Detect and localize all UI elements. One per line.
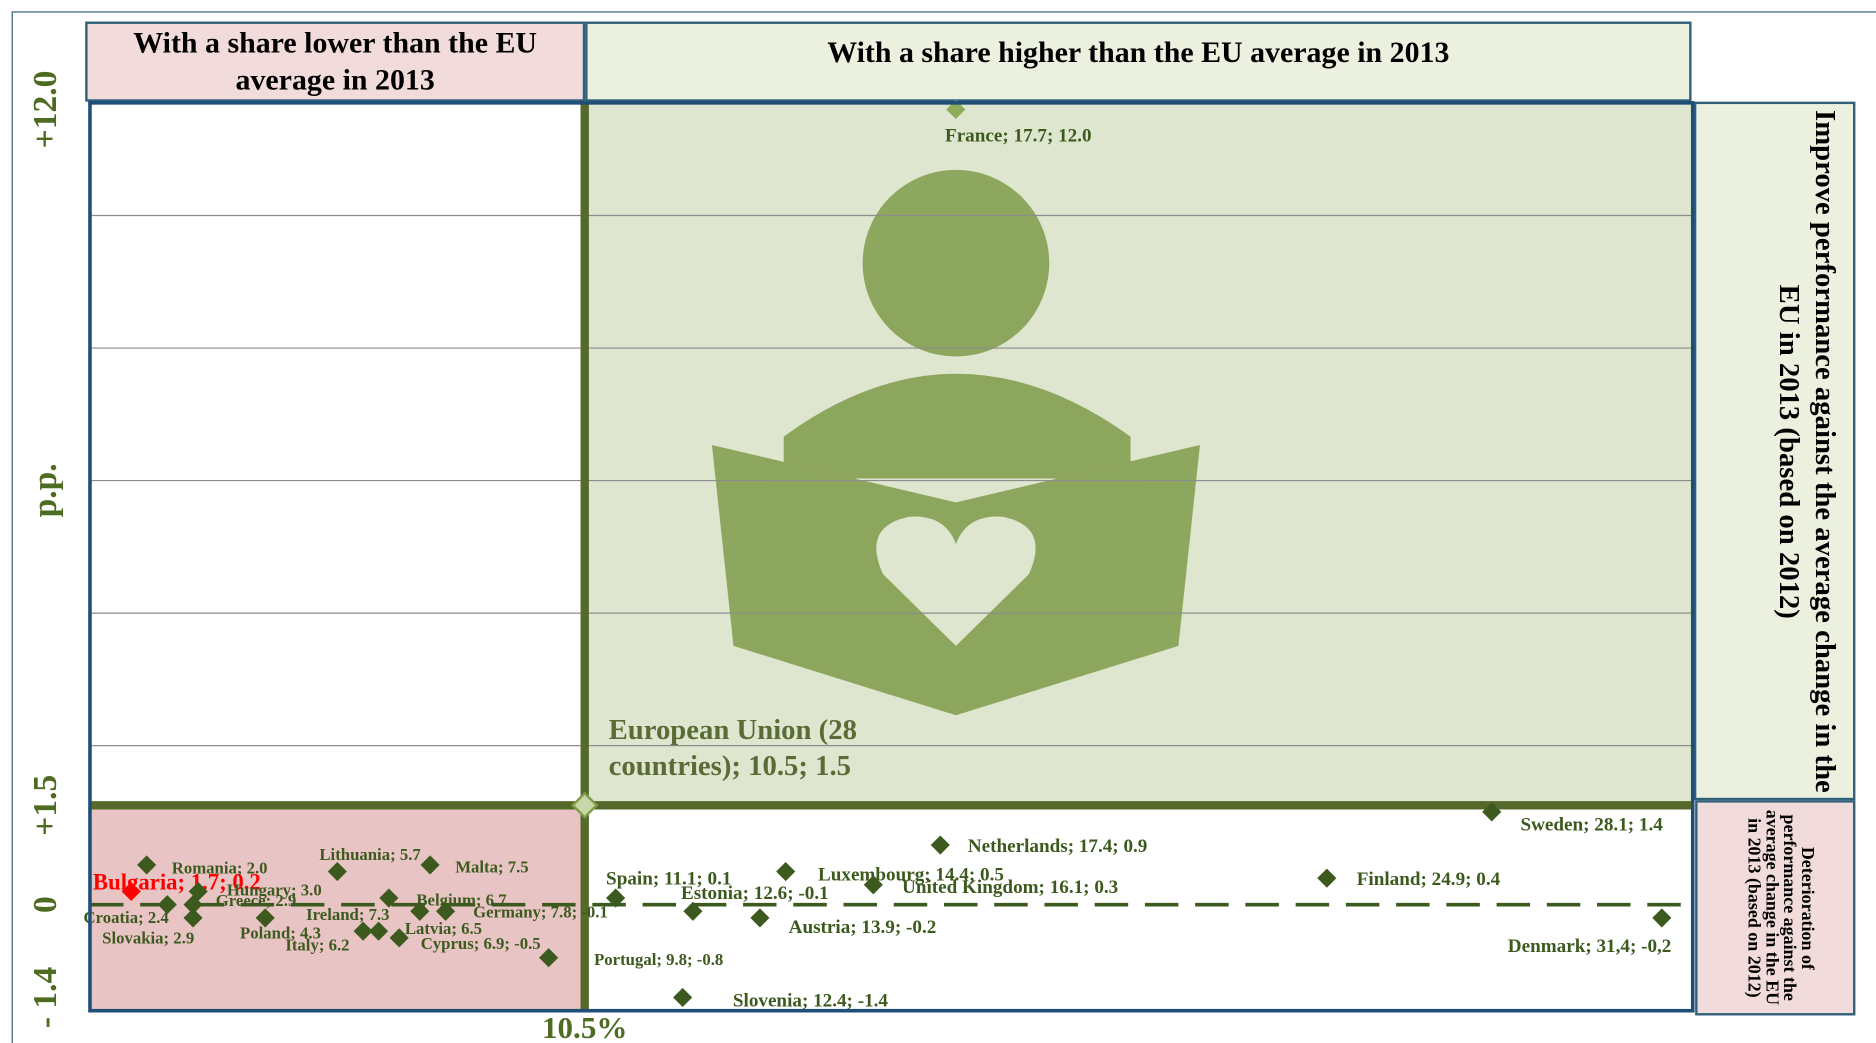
point-label: Latvia; 6.5: [405, 919, 482, 938]
quadrant-improve-higher: [586, 102, 1693, 805]
point-label: Ireland; 7.3: [306, 905, 389, 924]
point: [571, 791, 599, 819]
header: Improve performance against the average …: [1772, 110, 1840, 793]
y-tick-label: +12.0: [27, 71, 64, 149]
point-label: Finland; 24.9; 0.4: [1357, 869, 1501, 890]
x-tick-label: 10.5%: [542, 1010, 627, 1043]
header: Deterioration of performance against the…: [1743, 810, 1817, 1006]
header-box: [585, 21, 1692, 102]
point: [863, 875, 883, 895]
point-label: Portugal; 9.8; -0.8: [594, 950, 723, 969]
point-label: Slovenia; 12.4; -1.4: [733, 991, 889, 1012]
point-label: United Kingdom; 16.1; 0.3: [902, 877, 1118, 898]
plot-border: [88, 101, 1695, 1013]
point-label: Malta; 7.5: [455, 857, 528, 876]
point: [183, 895, 203, 915]
point: [255, 908, 275, 928]
point-label: Italy; 6.2: [285, 936, 349, 955]
header-lower: With a share lower than the EU average i…: [133, 26, 538, 97]
header-higher: With a share higher than the EU average …: [827, 36, 1450, 69]
point: [750, 908, 770, 928]
point: [368, 921, 389, 941]
point-label: Netherlands; 17.4; 0.9: [968, 836, 1148, 857]
point: [673, 987, 693, 1008]
point-label: Spain; 11.1; 0.1: [606, 869, 731, 890]
point: [539, 948, 559, 968]
point-label: Hungary; 3.0: [227, 880, 322, 899]
point-label: Bulgaria; 1.7; 0.2: [93, 869, 261, 894]
point-label: Poland; 4.3: [240, 924, 321, 943]
point: [1317, 868, 1337, 888]
point: [776, 861, 796, 882]
watermark-logo: [711, 169, 1200, 716]
point-label-box: European Union (28 countries); 10.5; 1.5: [608, 715, 857, 783]
point: [379, 888, 399, 908]
point: [1482, 802, 1502, 822]
point: [946, 99, 966, 120]
point-label: Croatia; 2.4: [84, 908, 170, 927]
point-label: Sweden; 28.1; 1.4: [1520, 815, 1663, 836]
header-deteriorate: Deterioration of performance against the…: [1743, 810, 1817, 1006]
point: [183, 908, 203, 928]
point-label: France; 17.7; 12.0: [945, 125, 1092, 146]
point-label: Germany; 7.8; -0.1: [473, 903, 608, 922]
point: [389, 928, 409, 948]
point-label: Slovakia; 2.9: [102, 928, 194, 947]
point: [410, 901, 430, 921]
point-label: Romania; 2.0: [172, 859, 268, 878]
point-label: Denmark; 31,4; -0,2: [1508, 936, 1672, 957]
point: [1652, 908, 1672, 928]
point: [683, 901, 703, 921]
point-label: Cyprus; 6.9; -0.5: [421, 934, 541, 953]
header: With a share higher than the EU average …: [827, 36, 1450, 69]
plot: +12.0 +1.5 0 - 1.4 10.5% France; 17.7; 12.0 Sw…: [27, 71, 1693, 1043]
point-label: Estonia; 12.6; -0.1: [681, 883, 829, 904]
point-label: Lithuania; 5.7: [319, 845, 420, 864]
y-tick-label: - 1.4: [27, 967, 64, 1029]
frame: [11, 11, 1876, 1043]
side-box: [1693, 101, 1856, 801]
side-box: [1695, 800, 1856, 1016]
y-tick-label: 0: [27, 896, 64, 913]
point: [420, 855, 440, 875]
y-tick-label: +1.5: [27, 775, 64, 836]
header-box: [85, 21, 586, 102]
header-improve: Improve performance against the average …: [1772, 110, 1840, 793]
point: [930, 835, 950, 855]
point-label: European Union (28 countries); 10.5; 1.5: [608, 715, 857, 783]
header: With a share lower than the EU average i…: [133, 26, 538, 97]
point: [157, 895, 177, 915]
y-axis-label: p.p.: [27, 463, 64, 517]
point: [606, 888, 626, 908]
point: [121, 881, 141, 901]
point: [327, 861, 347, 882]
point: [435, 901, 456, 921]
point: [353, 921, 373, 941]
point-label: Greece; 2.9: [216, 891, 297, 910]
point-label: Luxembourg; 14.4; 0.5: [818, 865, 1004, 886]
point-label: Belgium; 6.7: [416, 890, 506, 909]
point-label: Austria; 13.9; -0.2: [789, 917, 937, 938]
